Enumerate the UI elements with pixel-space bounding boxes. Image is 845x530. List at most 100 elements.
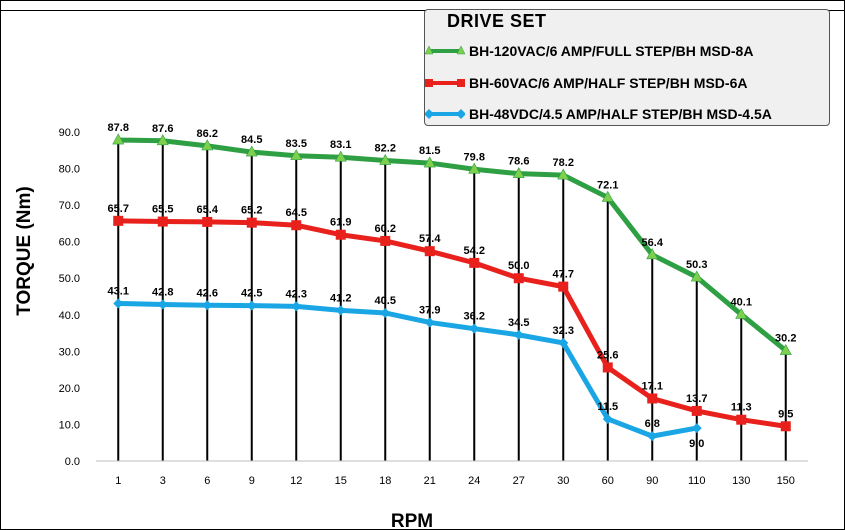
triangle-marker bbox=[334, 150, 347, 162]
square-marker bbox=[246, 217, 257, 228]
y-tick-label: 50.0 bbox=[59, 273, 80, 285]
square-marker bbox=[113, 215, 124, 226]
data-label: 57.4 bbox=[419, 233, 441, 245]
x-tick-label: 110 bbox=[688, 475, 706, 487]
y-tick-label: 70.0 bbox=[59, 200, 80, 212]
y-tick-label: 30.0 bbox=[59, 346, 80, 358]
data-label: 81.5 bbox=[419, 145, 440, 157]
x-tick-label: 27 bbox=[513, 475, 525, 487]
data-label: 11.5 bbox=[597, 401, 618, 413]
square-marker bbox=[513, 273, 524, 284]
x-tick-label: 60 bbox=[602, 475, 614, 487]
y-tick-label: 10.0 bbox=[59, 419, 80, 431]
series-line bbox=[118, 137, 788, 353]
data-label: 40.1 bbox=[731, 296, 752, 308]
data-label: 65.2 bbox=[241, 205, 262, 217]
triangle-marker bbox=[690, 270, 703, 282]
data-label: 50.0 bbox=[508, 260, 529, 272]
x-tick-label: 9 bbox=[249, 475, 255, 487]
triangle-marker bbox=[245, 145, 258, 157]
diamond-marker bbox=[558, 337, 569, 348]
square-marker bbox=[647, 393, 658, 404]
square-marker bbox=[602, 362, 613, 373]
triangle-marker bbox=[468, 162, 481, 174]
square-marker bbox=[691, 405, 702, 416]
data-label: 87.6 bbox=[152, 123, 173, 135]
y-axis-title: TORQUE (Nm) bbox=[14, 186, 35, 315]
legend-label: BH-60VAC/6 AMP/HALF STEP/BH MSD-6A bbox=[469, 75, 748, 91]
data-label: 11.3 bbox=[731, 402, 752, 414]
data-label: 42.5 bbox=[241, 288, 262, 300]
y-tick-label: 60.0 bbox=[59, 237, 80, 249]
series-line bbox=[118, 300, 698, 439]
square-marker bbox=[736, 414, 747, 425]
triangle-marker bbox=[379, 153, 392, 165]
triangle-marker bbox=[512, 167, 525, 178]
triangle-marker-icon bbox=[425, 45, 465, 55]
data-label: 9.5 bbox=[778, 408, 793, 420]
y-tick-label: 90.0 bbox=[59, 127, 80, 139]
diamond-marker bbox=[157, 299, 168, 310]
data-labels: 87.8 87.6 86.2 84.5 83.5 83.1 82.2 81.5 79.8 78.6… bbox=[108, 122, 797, 450]
diamond-marker-icon bbox=[425, 109, 465, 119]
square-marker bbox=[780, 421, 791, 432]
data-label: 43.1 bbox=[108, 285, 129, 297]
diamond-marker bbox=[291, 301, 302, 312]
square-marker bbox=[157, 216, 168, 227]
data-label: 56.4 bbox=[642, 237, 664, 249]
square-marker bbox=[380, 235, 391, 246]
data-label: 32.3 bbox=[553, 325, 574, 337]
square-marker bbox=[335, 229, 346, 240]
square-marker bbox=[424, 246, 435, 257]
y-tick-label: 0.0 bbox=[65, 456, 80, 468]
data-label: 42.8 bbox=[152, 287, 173, 299]
triangle-marker bbox=[112, 133, 125, 145]
triangle-marker bbox=[423, 156, 436, 168]
top-rule bbox=[0, 10, 845, 11]
diamond-marker bbox=[424, 317, 435, 328]
diamond-marker bbox=[691, 423, 702, 434]
data-label: 6.8 bbox=[645, 418, 660, 430]
data-label: 42.6 bbox=[197, 287, 218, 299]
y-tick-label: 80.0 bbox=[59, 164, 80, 176]
data-label: 37.9 bbox=[419, 304, 440, 316]
legend-title: DRIVE SET bbox=[447, 11, 547, 31]
diamond-marker bbox=[380, 307, 391, 318]
series-lines bbox=[118, 137, 788, 439]
triangle-marker bbox=[201, 139, 214, 151]
x-tick-label: 21 bbox=[424, 475, 436, 487]
data-label: 72.1 bbox=[597, 179, 618, 191]
triangle-marker bbox=[290, 149, 303, 161]
triangle-marker bbox=[156, 134, 169, 146]
x-tick-label: 1 bbox=[115, 475, 121, 487]
data-label: 87.8 bbox=[108, 122, 129, 134]
data-label: 36.2 bbox=[464, 311, 485, 323]
y-tick-label: 20.0 bbox=[59, 383, 80, 395]
data-label: 65.4 bbox=[197, 204, 219, 216]
x-tick-label: 130 bbox=[732, 475, 750, 487]
triangle-marker bbox=[557, 168, 570, 180]
x-tick-label: 3 bbox=[160, 475, 166, 487]
data-label: 86.2 bbox=[197, 128, 218, 140]
series-markers bbox=[112, 133, 792, 442]
x-tick-label: 18 bbox=[379, 475, 391, 487]
square-marker bbox=[558, 281, 569, 292]
x-tick-label: 12 bbox=[290, 475, 302, 487]
legend-label: BH-120VAC/6 AMP/FULL STEP/BH MSD-8A bbox=[469, 43, 754, 59]
data-label: 78.2 bbox=[553, 157, 574, 169]
triangle-marker bbox=[779, 343, 792, 355]
data-label: 25.6 bbox=[597, 349, 618, 361]
diamond-marker bbox=[469, 323, 480, 334]
x-tick-label: 90 bbox=[646, 475, 658, 487]
data-label: 64.5 bbox=[286, 207, 307, 219]
data-label: 78.6 bbox=[508, 156, 529, 168]
data-label: 54.2 bbox=[464, 245, 485, 257]
data-label: 50.3 bbox=[686, 259, 707, 271]
data-label: 42.3 bbox=[286, 288, 307, 300]
y-tick-label: 40.0 bbox=[59, 310, 80, 322]
x-axis-title: RPM bbox=[391, 511, 433, 530]
data-label: 40.5 bbox=[375, 295, 396, 307]
data-label: 34.5 bbox=[508, 317, 529, 329]
diamond-marker bbox=[113, 298, 124, 309]
